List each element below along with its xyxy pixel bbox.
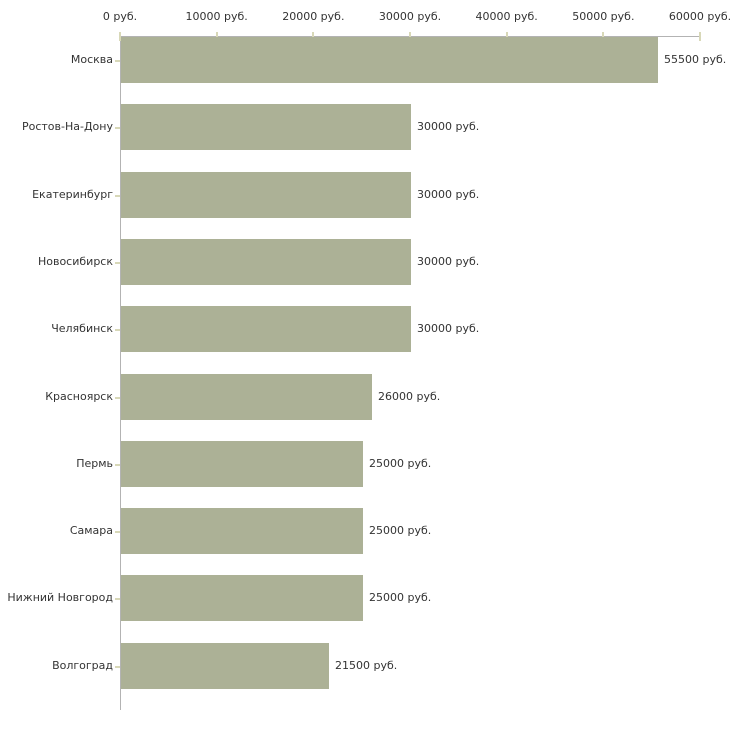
x-tick-mark bbox=[409, 32, 411, 41]
value-label: 30000 руб. bbox=[417, 188, 480, 201]
category-tick-mark bbox=[115, 262, 120, 264]
category-label: Москва bbox=[70, 53, 113, 66]
category-tick-mark bbox=[115, 397, 120, 399]
value-label: 55500 руб. bbox=[664, 53, 727, 66]
category-label: Екатеринбург bbox=[32, 188, 113, 201]
value-label: 25000 руб. bbox=[369, 591, 432, 604]
value-label: 21500 руб. bbox=[335, 659, 398, 672]
category-label: Челябинск bbox=[51, 322, 113, 335]
bar bbox=[121, 306, 411, 352]
x-tick-mark bbox=[312, 32, 314, 41]
bar bbox=[121, 239, 411, 285]
bar bbox=[121, 172, 411, 218]
x-tick-mark bbox=[602, 32, 604, 41]
x-tick-mark bbox=[216, 32, 218, 41]
category-label: Волгоград bbox=[52, 659, 113, 672]
x-tick-mark bbox=[506, 32, 508, 41]
bar bbox=[121, 104, 411, 150]
category-tick-mark bbox=[115, 127, 120, 129]
y-axis-line bbox=[120, 36, 121, 710]
bar bbox=[121, 441, 363, 487]
category-tick-mark bbox=[115, 464, 120, 466]
x-tick-mark bbox=[119, 32, 121, 41]
category-label: Пермь bbox=[76, 457, 113, 470]
category-tick-mark bbox=[115, 60, 120, 62]
bar bbox=[121, 575, 363, 621]
category-tick-mark bbox=[115, 666, 120, 668]
value-label: 30000 руб. bbox=[417, 255, 480, 268]
value-label: 26000 руб. bbox=[378, 390, 441, 403]
x-tick-label: 60000 руб. bbox=[668, 10, 730, 23]
category-label: Ростов-На-Дону bbox=[21, 120, 113, 133]
x-tick-label: 20000 руб. bbox=[282, 10, 345, 23]
x-tick-label: 50000 руб. bbox=[572, 10, 635, 23]
bar bbox=[121, 37, 658, 83]
bar bbox=[121, 374, 372, 420]
bar bbox=[121, 508, 363, 554]
category-label: Нижний Новгород bbox=[7, 591, 113, 604]
value-label: 25000 руб. bbox=[369, 524, 432, 537]
category-label: Самара bbox=[69, 524, 113, 537]
category-label: Красноярск bbox=[45, 390, 113, 403]
x-tick-mark bbox=[699, 32, 701, 41]
category-tick-mark bbox=[115, 195, 120, 197]
category-tick-mark bbox=[115, 531, 120, 533]
category-label: Новосибирск bbox=[37, 255, 113, 268]
value-label: 30000 руб. bbox=[417, 120, 480, 133]
category-tick-mark bbox=[115, 598, 120, 600]
x-tick-label: 40000 руб. bbox=[475, 10, 538, 23]
x-tick-label: 30000 руб. bbox=[378, 10, 442, 23]
value-label: 30000 руб. bbox=[417, 322, 480, 335]
category-tick-mark bbox=[115, 329, 120, 331]
bar bbox=[121, 643, 329, 689]
value-label: 25000 руб. bbox=[369, 457, 432, 470]
x-tick-label: 10000 руб. bbox=[185, 10, 248, 23]
x-tick-label: 0 руб. bbox=[102, 10, 138, 23]
